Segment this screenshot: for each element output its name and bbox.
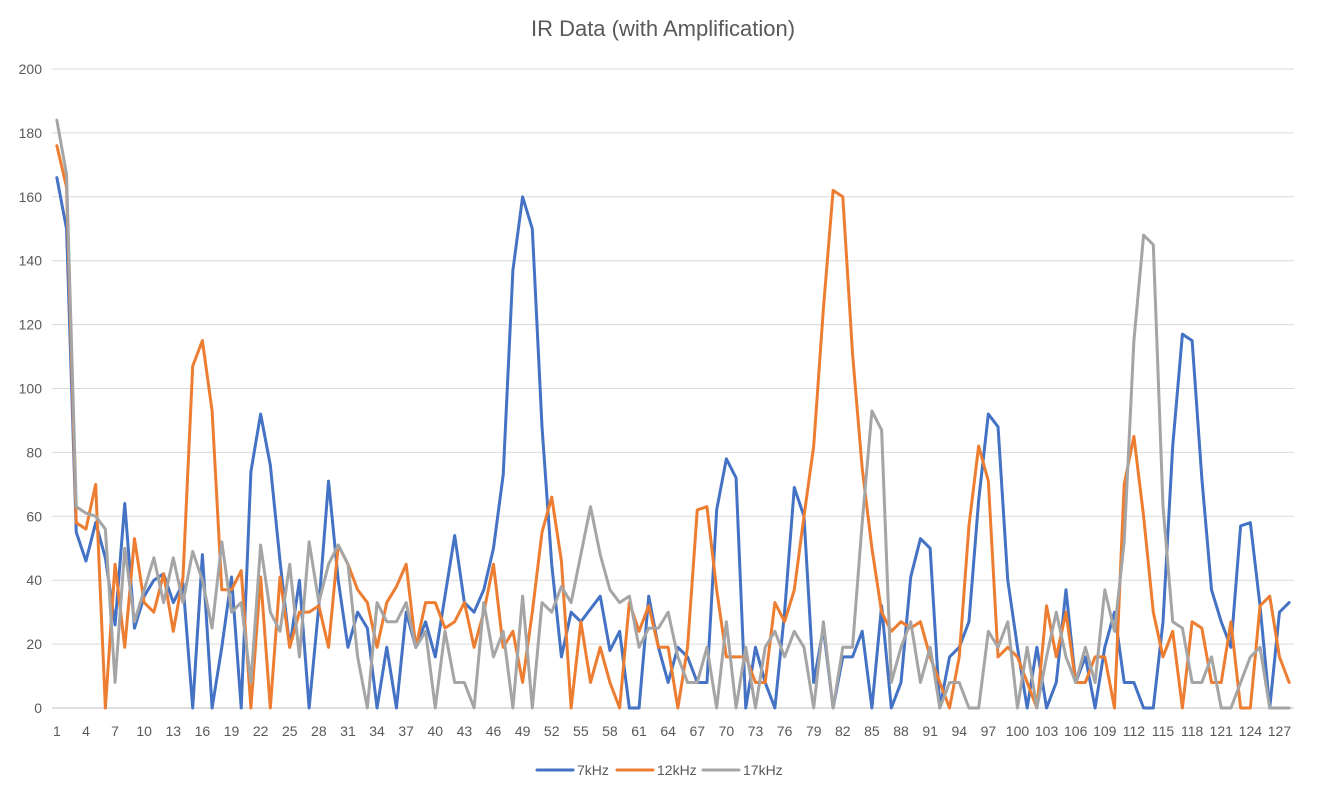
x-tick-label: 52 — [544, 723, 560, 739]
x-tick-label: 85 — [864, 723, 880, 739]
y-tick-label: 80 — [26, 444, 42, 460]
x-tick-label: 40 — [427, 723, 443, 739]
x-tick-label: 25 — [282, 723, 298, 739]
x-tick-label: 100 — [1006, 723, 1030, 739]
x-tick-label: 73 — [748, 723, 764, 739]
chart-title: IR Data (with Amplification) — [531, 16, 795, 41]
x-tick-label: 67 — [689, 723, 705, 739]
legend-label: 7kHz — [577, 762, 609, 778]
x-tick-label: 94 — [951, 723, 967, 739]
x-tick-label: 22 — [253, 723, 269, 739]
y-tick-label: 100 — [19, 381, 43, 397]
y-tick-label: 160 — [19, 189, 43, 205]
x-tick-label: 13 — [166, 723, 182, 739]
series-line-17kHz — [55, 118, 1291, 710]
legend: 7kHz 12kHz 17kHz — [535, 762, 783, 778]
y-tick-label: 140 — [19, 253, 43, 269]
x-tick-label: 106 — [1064, 723, 1088, 739]
x-tick-label: 115 — [1152, 723, 1175, 739]
y-tick-label: 200 — [19, 61, 43, 77]
x-tick-label: 88 — [893, 723, 909, 739]
y-tick-label: 180 — [19, 125, 43, 141]
x-tick-label: 58 — [602, 723, 618, 739]
x-tick-label: 70 — [719, 723, 735, 739]
legend-label: 17kHz — [743, 762, 783, 778]
y-tick-label: 120 — [19, 317, 43, 333]
x-tick-label: 31 — [340, 723, 356, 739]
x-tick-label: 55 — [573, 723, 589, 739]
y-tick-label: 60 — [26, 508, 42, 524]
series-line-7kHz — [55, 176, 1291, 710]
x-tick-label: 76 — [777, 723, 793, 739]
x-tick-label: 61 — [631, 723, 647, 739]
x-tick-label: 82 — [835, 723, 851, 739]
y-tick-label: 40 — [26, 572, 42, 588]
y-axis: 0 20 40 60 80 100 120 140 160 180 200 — [19, 61, 43, 716]
x-tick-label: 97 — [981, 723, 997, 739]
x-tick-label: 34 — [369, 723, 385, 739]
x-tick-label: 91 — [922, 723, 938, 739]
x-tick-label: 37 — [398, 723, 414, 739]
series-lines — [55, 118, 1291, 710]
x-tick-label: 49 — [515, 723, 531, 739]
x-tick-label: 79 — [806, 723, 822, 739]
y-tick-label: 20 — [26, 636, 42, 652]
x-tick-label: 103 — [1035, 723, 1059, 739]
series-line-12kHz — [55, 144, 1291, 710]
x-tick-label: 124 — [1239, 723, 1263, 739]
x-tick-label: 7 — [111, 723, 119, 739]
x-tick-label: 10 — [136, 723, 152, 739]
x-tick-label: 28 — [311, 723, 327, 739]
x-tick-label: 118 — [1181, 723, 1204, 739]
x-tick-label: 4 — [82, 723, 90, 739]
x-tick-label: 46 — [486, 723, 502, 739]
x-tick-label: 127 — [1268, 723, 1292, 739]
x-tick-label: 121 — [1210, 723, 1234, 739]
x-axis: 1 4 7 10 13 16 19 22 25 28 31 34 37 40 43 46 49 52 55 58 61 6… — [52, 707, 1294, 739]
x-tick-label: 43 — [457, 723, 473, 739]
legend-label: 12kHz — [657, 762, 697, 778]
x-tick-label: 64 — [660, 723, 676, 739]
x-tick-label: 19 — [224, 723, 240, 739]
grid-lines — [52, 68, 1294, 709]
x-tick-label: 112 — [1123, 723, 1146, 739]
x-tick-label: 1 — [53, 723, 61, 739]
y-tick-label: 0 — [34, 700, 42, 716]
x-tick-label: 109 — [1093, 723, 1117, 739]
x-tick-label: 16 — [195, 723, 211, 739]
